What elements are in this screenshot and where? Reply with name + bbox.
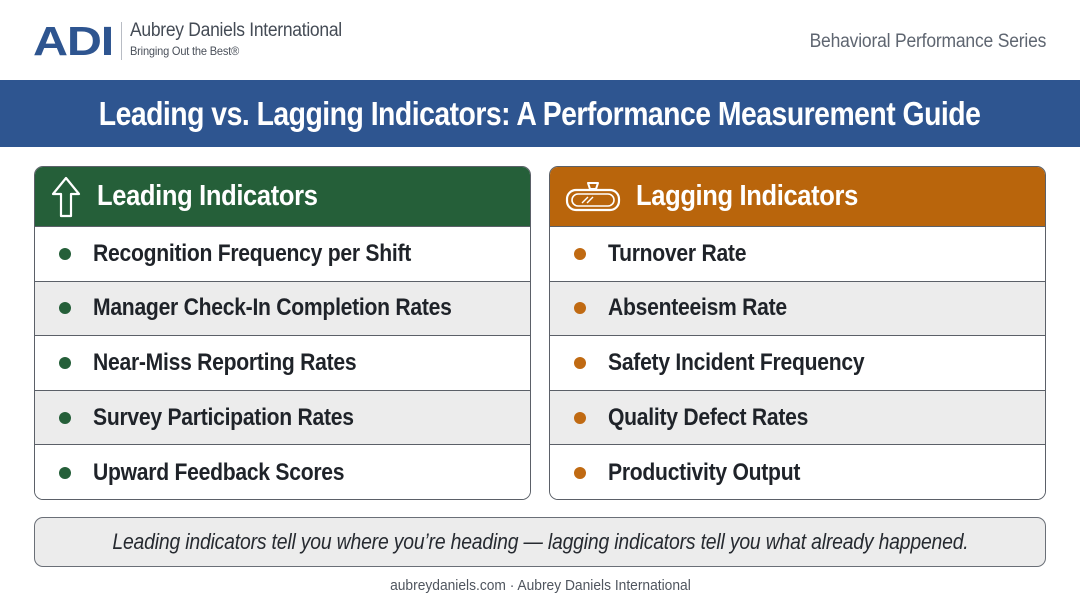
list-item-label: Manager Check-In Completion Rates (93, 294, 452, 322)
footer: aubreydaniels.com · Aubrey Daniels Inter… (0, 577, 1080, 595)
company-tagline: Bringing Out the Best® (130, 44, 240, 58)
lagging-list: Turnover Rate Absenteeism Rate Safety In… (550, 227, 1045, 499)
logo-divider (121, 22, 122, 60)
up-arrow-icon (35, 167, 97, 227)
lagging-heading: Lagging Indicators (636, 180, 858, 212)
list-item-label: Absenteeism Rate (608, 294, 787, 322)
list-item-label: Near-Miss Reporting Rates (93, 348, 357, 376)
list-item-label: Quality Defect Rates (608, 403, 809, 431)
list-item: Productivity Output (550, 445, 1045, 499)
summary-quote: Leading indicators tell you where you’re… (111, 529, 969, 554)
company-name: Aubrey Daniels International (130, 20, 342, 41)
list-item: Recognition Frequency per Shift (35, 227, 530, 282)
page-title: Leading vs. Lagging Indicators: A Perfor… (99, 94, 981, 132)
leading-panel-header: Leading Indicators (35, 167, 530, 227)
list-item-label: Recognition Frequency per Shift (93, 239, 412, 267)
list-item: Survey Participation Rates (35, 390, 530, 446)
adi-logo[interactable]: ADI (33, 23, 113, 57)
bullet-dot (59, 356, 71, 369)
list-item: Quality Defect Rates (550, 390, 1045, 446)
list-item: Safety Incident Frequency (550, 336, 1045, 391)
footer-text[interactable]: aubreydaniels.com · Aubrey Daniels Inter… (389, 577, 691, 594)
leading-list: Recognition Frequency per Shift Manager … (35, 227, 530, 499)
leading-indicators-panel: Leading Indicators Recognition Frequency… (34, 166, 531, 500)
logo-text: ADI (33, 23, 113, 57)
list-item-label: Turnover Rate (608, 239, 747, 267)
lagging-indicators-panel: Lagging Indicators Turnover Rate Absente… (549, 166, 1046, 500)
bullet-dot (59, 466, 71, 479)
rearview-mirror-icon (550, 167, 636, 227)
series-label: Behavioral Performance Series (809, 31, 1046, 52)
bullet-dot (574, 302, 586, 315)
title-band: Leading vs. Lagging Indicators: A Perfor… (0, 80, 1080, 147)
bullet-dot (574, 466, 586, 479)
header: ADI Aubrey Daniels International Bringin… (0, 0, 1080, 80)
leading-heading: Leading Indicators (97, 180, 318, 212)
list-item-label: Upward Feedback Scores (93, 458, 345, 486)
lagging-panel-header: Lagging Indicators (550, 167, 1045, 227)
list-item-label: Safety Incident Frequency (608, 348, 865, 376)
list-item: Near-Miss Reporting Rates (35, 336, 530, 391)
bullet-dot (574, 356, 586, 369)
list-item-label: Productivity Output (608, 458, 801, 486)
list-item: Absenteeism Rate (550, 281, 1045, 337)
list-item: Manager Check-In Completion Rates (35, 281, 530, 337)
bullet-dot (59, 247, 71, 260)
bullet-dot (59, 411, 71, 424)
summary-quote-box: Leading indicators tell you where you’re… (34, 517, 1046, 567)
bullet-dot (574, 411, 586, 424)
list-item: Upward Feedback Scores (35, 445, 530, 499)
bullet-dot (574, 247, 586, 260)
list-item: Turnover Rate (550, 227, 1045, 282)
bullet-dot (59, 302, 71, 315)
list-item-label: Survey Participation Rates (93, 403, 354, 431)
